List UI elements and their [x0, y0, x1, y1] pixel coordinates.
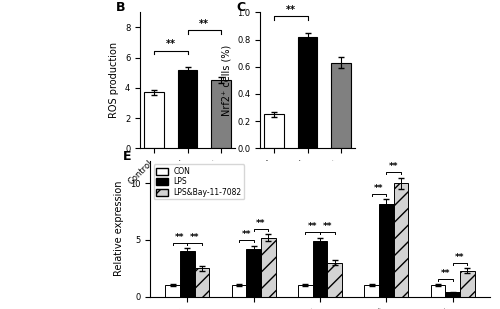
- Text: **: **: [308, 222, 318, 231]
- Text: **: **: [190, 233, 200, 242]
- Bar: [246, 249, 261, 297]
- Text: **: **: [256, 219, 266, 228]
- Text: **: **: [440, 269, 450, 278]
- Bar: [178, 70, 198, 148]
- Bar: [460, 271, 474, 297]
- Bar: [180, 251, 194, 297]
- Text: **: **: [374, 184, 384, 193]
- Bar: [298, 285, 312, 297]
- Bar: [431, 285, 446, 297]
- Y-axis label: Nrf2⁺ cells (%): Nrf2⁺ cells (%): [222, 45, 232, 116]
- Bar: [261, 238, 276, 297]
- Text: **: **: [455, 253, 464, 262]
- Text: **: **: [286, 5, 296, 15]
- Y-axis label: ROS production: ROS production: [110, 42, 120, 118]
- Bar: [166, 285, 180, 297]
- Bar: [446, 292, 460, 297]
- Bar: [211, 80, 231, 148]
- Text: C: C: [236, 2, 246, 15]
- Bar: [364, 285, 379, 297]
- Bar: [298, 37, 318, 148]
- Text: **: **: [176, 233, 185, 242]
- Text: **: **: [389, 163, 398, 171]
- Text: **: **: [166, 39, 176, 49]
- Text: B: B: [116, 2, 126, 15]
- Bar: [328, 263, 342, 297]
- Y-axis label: Relative expression: Relative expression: [114, 181, 124, 277]
- Bar: [264, 114, 284, 148]
- Text: E: E: [123, 150, 132, 163]
- Bar: [312, 241, 328, 297]
- Text: **: **: [322, 222, 332, 231]
- Text: **: **: [199, 19, 209, 29]
- Bar: [144, 92, 164, 148]
- Legend: CON, LPS, LPS&Bay-11-7082: CON, LPS, LPS&Bay-11-7082: [154, 164, 244, 199]
- Bar: [331, 63, 350, 148]
- Bar: [394, 183, 408, 297]
- Bar: [379, 204, 394, 297]
- Bar: [194, 268, 209, 297]
- Text: **: **: [242, 231, 251, 239]
- Bar: [232, 285, 246, 297]
